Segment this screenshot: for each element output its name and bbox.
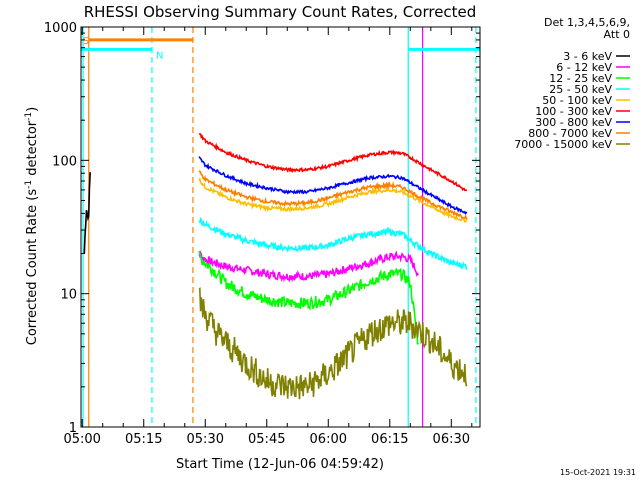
y-tick-label: 100 <box>52 154 77 169</box>
series-line-2 <box>198 250 420 345</box>
y-tick-label: 1000 <box>44 21 77 36</box>
legend-label-1: 6 - 12 keV <box>556 61 612 74</box>
series-line-6 <box>198 156 468 215</box>
y-tick-label: 1 <box>69 421 77 436</box>
series-line-1 <box>198 250 420 283</box>
legend-label-8: 7000 - 15000 keV <box>514 138 612 151</box>
x-tick-label: 06:00 <box>310 432 347 447</box>
y-axis-label: Corrected Count Rate (s-1 detector-1) <box>24 107 40 345</box>
series-line-3 <box>198 216 468 271</box>
x-tick-label: 05:00 <box>63 432 100 447</box>
series-line-5 <box>198 133 468 192</box>
state-bar-label-1: N <box>156 50 163 61</box>
x-tick-label: 05:15 <box>125 432 162 447</box>
legend-label-7: 800 - 7000 keV <box>528 127 612 140</box>
footer-timestamp: 15-Oct-2021 19:31 <box>560 468 636 477</box>
legend-label-4: 50 - 100 keV <box>542 94 612 107</box>
plot-frame <box>80 26 481 428</box>
series-line-7 <box>198 169 468 220</box>
x-tick-label: 06:15 <box>371 432 408 447</box>
legend-header-0: Det 1,3,4,5,6,9, <box>544 16 630 29</box>
x-tick-label: 05:45 <box>248 432 285 447</box>
legend-header-1: Att 0 <box>604 28 630 41</box>
plot-area: SN <box>81 27 480 427</box>
legend-label-5: 100 - 300 keV <box>535 105 612 118</box>
x-tick-label: 06:30 <box>433 432 470 447</box>
state-bar-label-0: S <box>83 36 89 47</box>
series-line-0 <box>83 172 91 254</box>
x-tick-label: 05:30 <box>187 432 224 447</box>
legend-label-3: 25 - 50 keV <box>549 83 612 96</box>
legend-label-6: 300 - 800 keV <box>535 116 612 129</box>
x-axis-label: Start Time (12-Jun-06 04:59:42) <box>176 457 384 472</box>
chart-title: RHESSI Observing Summary Count Rates, Co… <box>84 3 477 21</box>
axes: 05:00 05:15 05:30 05:45 06:00 06:15 06:30 1 10 10… <box>44 21 481 447</box>
legend-label-0: 3 - 6 keV <box>563 50 612 63</box>
series-line-4 <box>198 176 468 223</box>
series-line-8 <box>198 287 468 400</box>
legend-label-2: 12 - 25 keV <box>549 72 612 85</box>
y-tick-label: 10 <box>60 288 77 303</box>
